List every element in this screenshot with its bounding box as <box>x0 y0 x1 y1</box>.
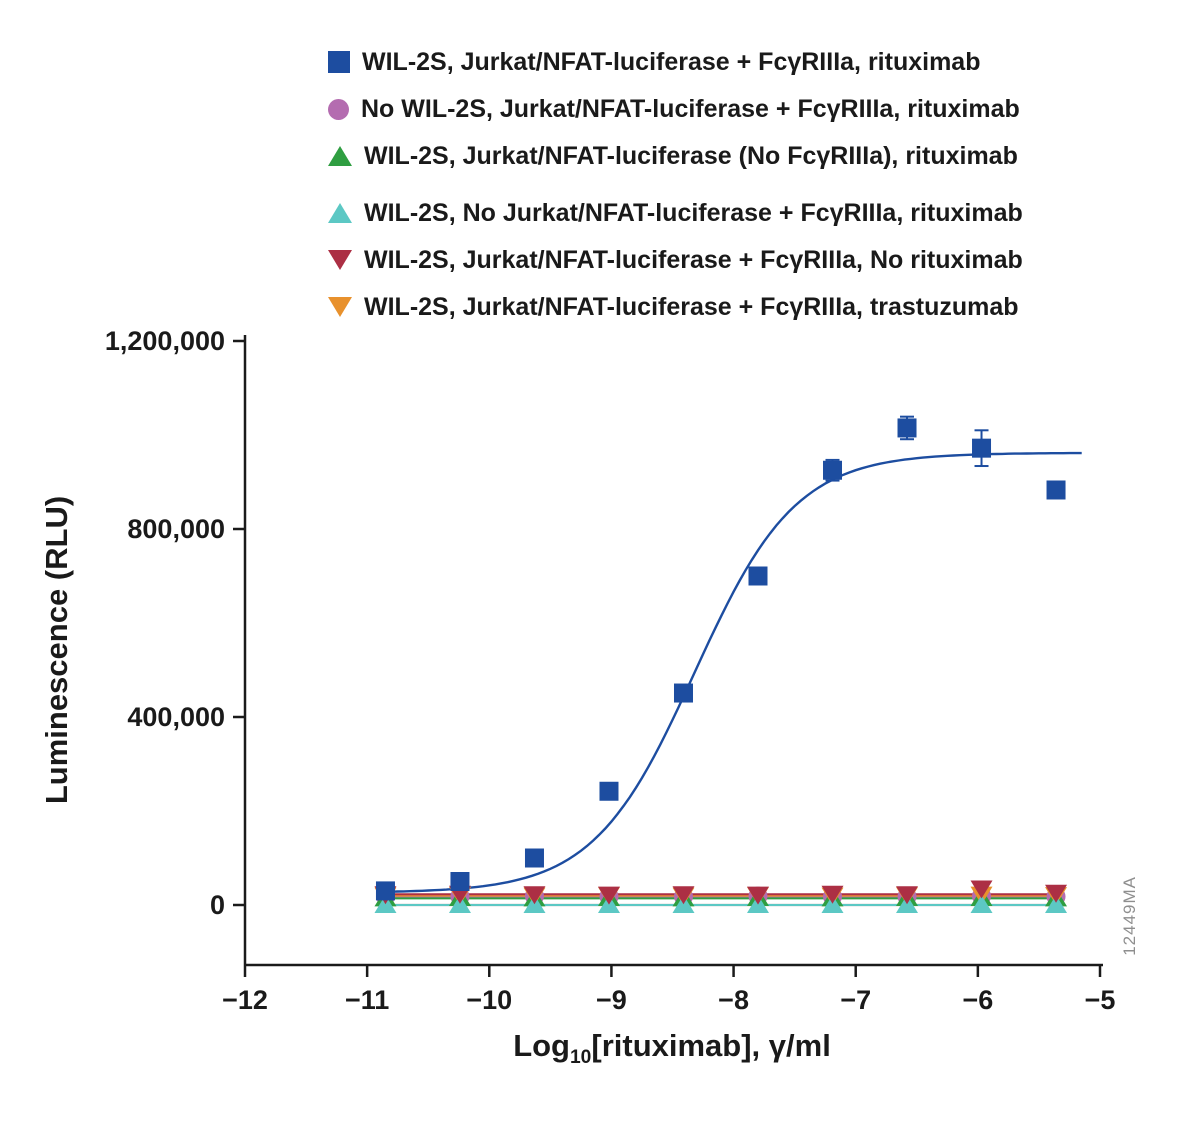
data-point-triangle-up <box>821 895 844 913</box>
data-point-square <box>673 683 693 703</box>
data-point-triangle-up <box>970 895 993 913</box>
data-point-triangle-down <box>970 880 993 899</box>
legend-triangle-up-icon <box>328 203 352 223</box>
y-tick-label: 800,000 <box>127 514 225 544</box>
x-axis-title-prefix: Log <box>513 1028 570 1063</box>
data-point-square <box>748 566 768 586</box>
x-tick-label: −11 <box>345 985 389 1015</box>
data-point-square <box>450 872 470 891</box>
x-tick-label: −6 <box>962 985 993 1015</box>
legend-circle-icon <box>328 98 349 120</box>
watermark: 12449MA <box>1120 876 1139 956</box>
legend-label: WIL-2S, No Jurkat/NFAT-luciferase + FcγR… <box>364 199 1023 227</box>
data-point-square <box>524 848 544 868</box>
legend-item: WIL-2S, Jurkat/NFAT-luciferase + FcγRIII… <box>328 246 1023 274</box>
legend-label: WIL-2S, Jurkat/NFAT-luciferase + FcγRIII… <box>364 246 1023 274</box>
x-tick-label: −10 <box>466 985 512 1015</box>
x-axis-title: Log10[rituximab], γ/ml <box>513 1028 831 1069</box>
legend-item: WIL-2S, Jurkat/NFAT-luciferase + FcγRIII… <box>328 48 1023 76</box>
data-point-triangle-down <box>747 886 769 905</box>
x-tick-label: −5 <box>1085 985 1116 1015</box>
data-point-square <box>897 418 917 438</box>
data-point-triangle-down <box>523 886 546 905</box>
data-point-square <box>599 781 619 801</box>
x-tick-label: −7 <box>840 985 871 1015</box>
legend-triangle-up-icon <box>328 146 352 166</box>
data-point-triangle-down <box>672 886 695 905</box>
y-tick-label: 400,000 <box>127 702 225 732</box>
legend-triangle-down-icon <box>328 250 352 270</box>
legend-label: WIL-2S, Jurkat/NFAT-luciferase + FcγRIII… <box>362 48 981 76</box>
data-point-triangle-down <box>597 886 620 905</box>
legend-item: WIL-2S, No Jurkat/NFAT-luciferase + FcγR… <box>328 199 1023 227</box>
data-point-triangle-down <box>896 886 919 905</box>
legend-label: No WIL-2S, Jurkat/NFAT-luciferase + FcγR… <box>361 95 1020 123</box>
data-point-square <box>823 460 843 480</box>
data-point-triangle-up <box>1045 895 1068 913</box>
data-point-triangle-down <box>1045 884 1068 903</box>
x-tick-label: −8 <box>718 985 749 1015</box>
x-axis-title-subscript: 10 <box>570 1047 592 1069</box>
data-point-square <box>972 438 992 458</box>
y-tick-label: 1,200,000 <box>105 326 225 356</box>
legend-label: WIL-2S, Jurkat/NFAT-luciferase (No FcγRI… <box>364 142 1018 170</box>
legend-triangle-down-icon <box>328 297 352 317</box>
data-point-square <box>375 881 395 901</box>
y-tick-label: 0 <box>210 890 225 920</box>
x-tick-label: −12 <box>222 985 268 1015</box>
data-point-triangle-up <box>448 895 471 913</box>
legend-item: No WIL-2S, Jurkat/NFAT-luciferase + FcγR… <box>328 95 1023 123</box>
chart-legend: WIL-2S, Jurkat/NFAT-luciferase + FcγRIII… <box>328 48 1023 321</box>
legend-item: WIL-2S, Jurkat/NFAT-luciferase + FcγRIII… <box>328 293 1023 321</box>
x-tick-label: −9 <box>596 985 627 1015</box>
legend-item: WIL-2S, Jurkat/NFAT-luciferase (No FcγRI… <box>328 142 1023 170</box>
legend-label: WIL-2S, Jurkat/NFAT-luciferase + FcγRIII… <box>364 293 1019 321</box>
dose-response-fit-curve <box>385 451 1082 893</box>
data-point-square <box>1046 480 1066 500</box>
legend-square-icon <box>328 51 350 73</box>
x-axis-title-rest: [rituximab], γ/ml <box>591 1028 831 1063</box>
data-point-triangle-down <box>821 885 844 904</box>
